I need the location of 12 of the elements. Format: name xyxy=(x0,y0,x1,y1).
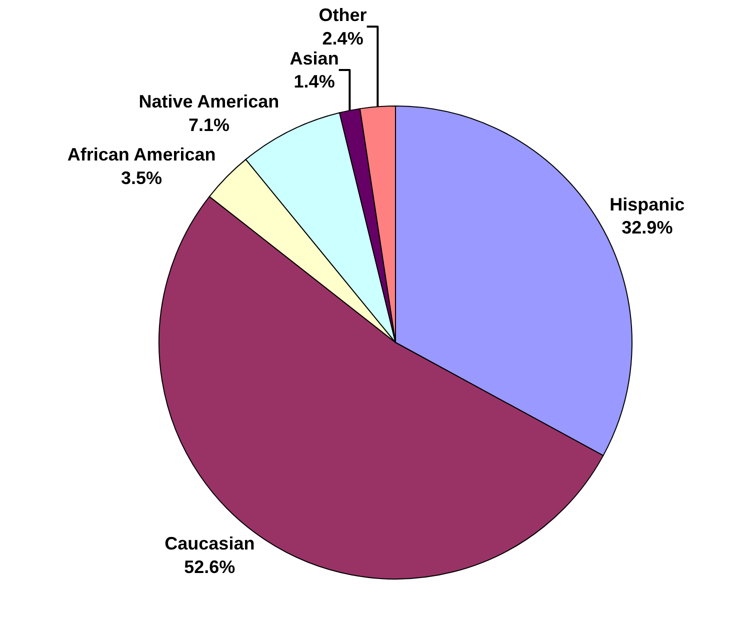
slice-label: Native American xyxy=(138,92,280,112)
slice-label: Hispanic xyxy=(610,194,685,214)
data-label: 7.1% xyxy=(188,115,230,136)
data-label: 32.9% xyxy=(622,218,673,238)
data-label: 1.4% xyxy=(294,72,335,92)
data-label: 2.4% xyxy=(322,28,364,48)
slice-label: Caucasian xyxy=(164,534,255,554)
data-label: 52.6% xyxy=(184,556,236,577)
data-label: 3.5% xyxy=(121,168,162,188)
slice-label: Other xyxy=(318,4,367,25)
slice-label: African American xyxy=(67,144,216,165)
slice-label: Asian xyxy=(290,48,339,68)
